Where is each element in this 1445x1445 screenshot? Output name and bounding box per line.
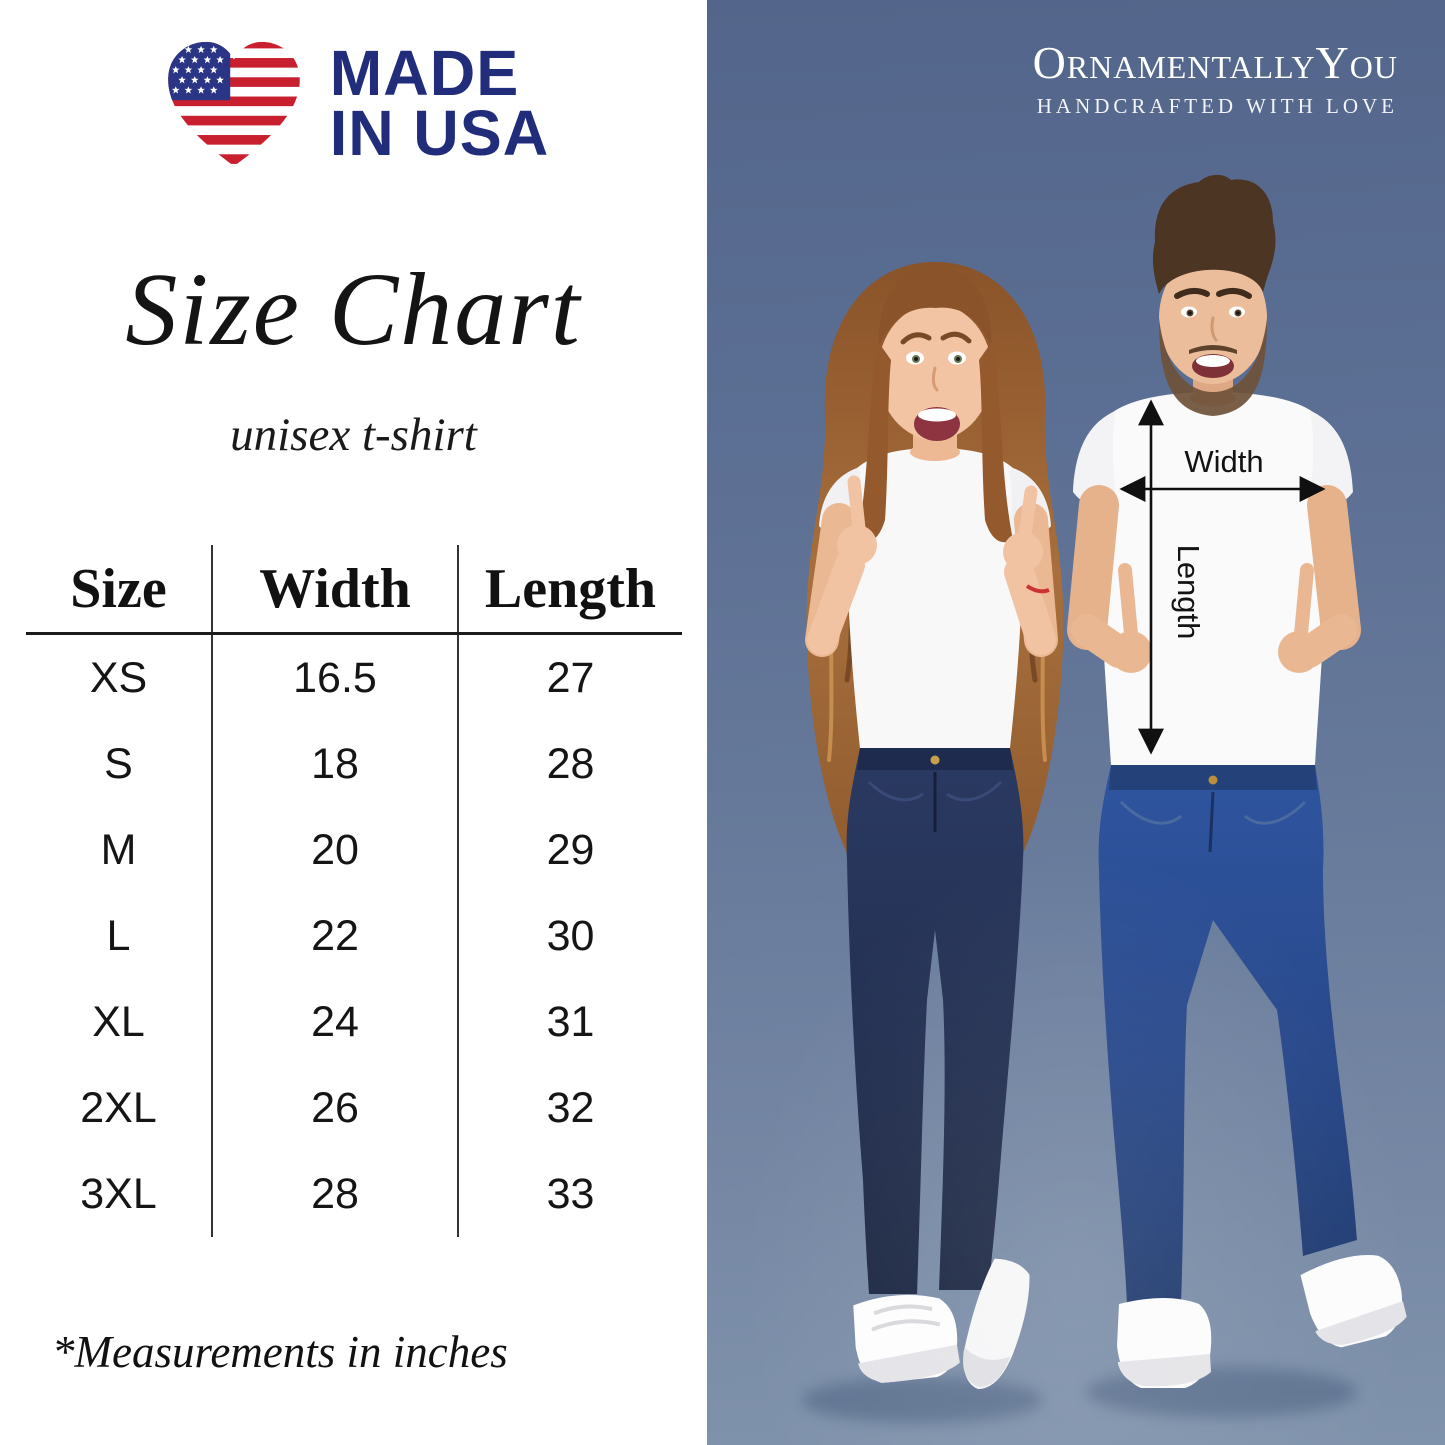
page-subtitle: unisex t-shirt bbox=[230, 409, 477, 461]
table-row: L 22 30 bbox=[26, 893, 682, 979]
table-row: 3XL 28 33 bbox=[26, 1151, 682, 1237]
measurements-footnote: *Measurements in inches bbox=[52, 1327, 508, 1377]
table-cell: 28 bbox=[546, 739, 595, 788]
table-cell: 3XL bbox=[80, 1169, 157, 1218]
size-table: Size Width Length XS 16.5 27 S 18 28 M bbox=[26, 545, 682, 1237]
usa-heart-flag-icon bbox=[167, 41, 300, 167]
table-row: XL 24 31 bbox=[26, 979, 682, 1065]
table-cell: 31 bbox=[546, 997, 595, 1046]
size-chart-panel: MADE IN USA Size Chart unisex t-shirt Si… bbox=[0, 0, 707, 1445]
page-title: Size Chart bbox=[125, 252, 582, 367]
table-row: S 18 28 bbox=[26, 721, 682, 807]
table-row: 2XL 26 32 bbox=[26, 1065, 682, 1151]
couple-photo: Width Length OrnamentallyYou HANDCRAFTED… bbox=[707, 0, 1445, 1445]
in-usa-line: IN USA bbox=[329, 97, 550, 170]
table-cell: L bbox=[106, 911, 131, 960]
header-size: Size bbox=[26, 545, 212, 635]
table-cell: 16.5 bbox=[211, 633, 459, 721]
made-in-usa-badge: MADE IN USA bbox=[0, 34, 707, 174]
table-header-row: Size Width Length bbox=[26, 545, 682, 635]
header-width: Width bbox=[211, 545, 459, 635]
table-cell: S bbox=[104, 739, 133, 788]
made-line: MADE bbox=[329, 38, 520, 110]
table-cell: 32 bbox=[546, 1083, 595, 1132]
table-row: M 20 29 bbox=[26, 807, 682, 893]
table-cell: 18 bbox=[211, 721, 459, 807]
header-length: Length bbox=[458, 545, 682, 635]
table-cell: XS bbox=[89, 653, 148, 702]
brand-tagline: HANDCRAFTED WITH LOVE bbox=[1036, 94, 1398, 118]
table-cell: 26 bbox=[211, 1065, 459, 1151]
table-cell: 28 bbox=[211, 1151, 459, 1237]
table-cell: 29 bbox=[546, 825, 595, 874]
length-label: Length bbox=[1171, 545, 1206, 640]
measurement-overlay: Width Length bbox=[1119, 399, 1326, 755]
made-in-usa-text: MADE IN USA bbox=[329, 38, 550, 170]
brand-name: OrnamentallyYou bbox=[1032, 37, 1398, 88]
table-cell: XL bbox=[92, 997, 145, 1046]
table-cell: 20 bbox=[211, 807, 459, 893]
table-cell: 24 bbox=[211, 979, 459, 1065]
table-row: XS 16.5 27 bbox=[26, 633, 682, 721]
table-cell: 22 bbox=[211, 893, 459, 979]
brand-block: OrnamentallyYou HANDCRAFTED WITH LOVE bbox=[1033, 40, 1398, 119]
photo-lighting bbox=[707, 0, 1445, 1445]
width-label: Width bbox=[1184, 444, 1263, 479]
table-cell: 30 bbox=[546, 911, 595, 960]
table-cell: M bbox=[100, 825, 137, 874]
table-cell: 2XL bbox=[80, 1083, 157, 1132]
table-cell: 33 bbox=[546, 1169, 595, 1218]
table-cell: 27 bbox=[546, 653, 595, 702]
couple-illustration: Width Length bbox=[802, 174, 1407, 1423]
woman-figure bbox=[805, 262, 1064, 1390]
